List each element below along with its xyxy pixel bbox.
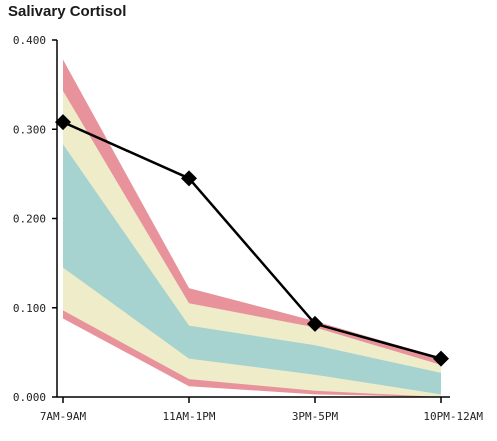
- x-tick-label: 7AM-9AM: [40, 410, 87, 423]
- x-tick-label: 3PM-5PM: [292, 410, 339, 423]
- tick-labels: 0.000 0.100 0.200 0.300 0.400 7AM-9AM 11AM-1PM…: [13, 34, 483, 423]
- x-tick-label: 11AM-1PM: [163, 410, 216, 423]
- data-point: [433, 350, 449, 367]
- band-2: [63, 144, 441, 395]
- data-point: [307, 315, 323, 332]
- x-tick-label: 10PM-12AM: [423, 410, 483, 423]
- y-tick-label: 0.200: [13, 213, 46, 226]
- y-tick-label: 0.100: [13, 302, 46, 315]
- series-line: [62, 120, 442, 360]
- y-tick-label: 0.300: [13, 123, 46, 136]
- y-tick-label: 0.000: [13, 391, 46, 404]
- confidence-bands: [63, 59, 441, 397]
- axes: [52, 39, 450, 403]
- data-point: [55, 114, 71, 131]
- y-tick-label: 0.400: [13, 34, 46, 47]
- data-series: [55, 114, 449, 367]
- data-point: [181, 170, 197, 187]
- chart-title: Salivary Cortisol: [8, 3, 127, 20]
